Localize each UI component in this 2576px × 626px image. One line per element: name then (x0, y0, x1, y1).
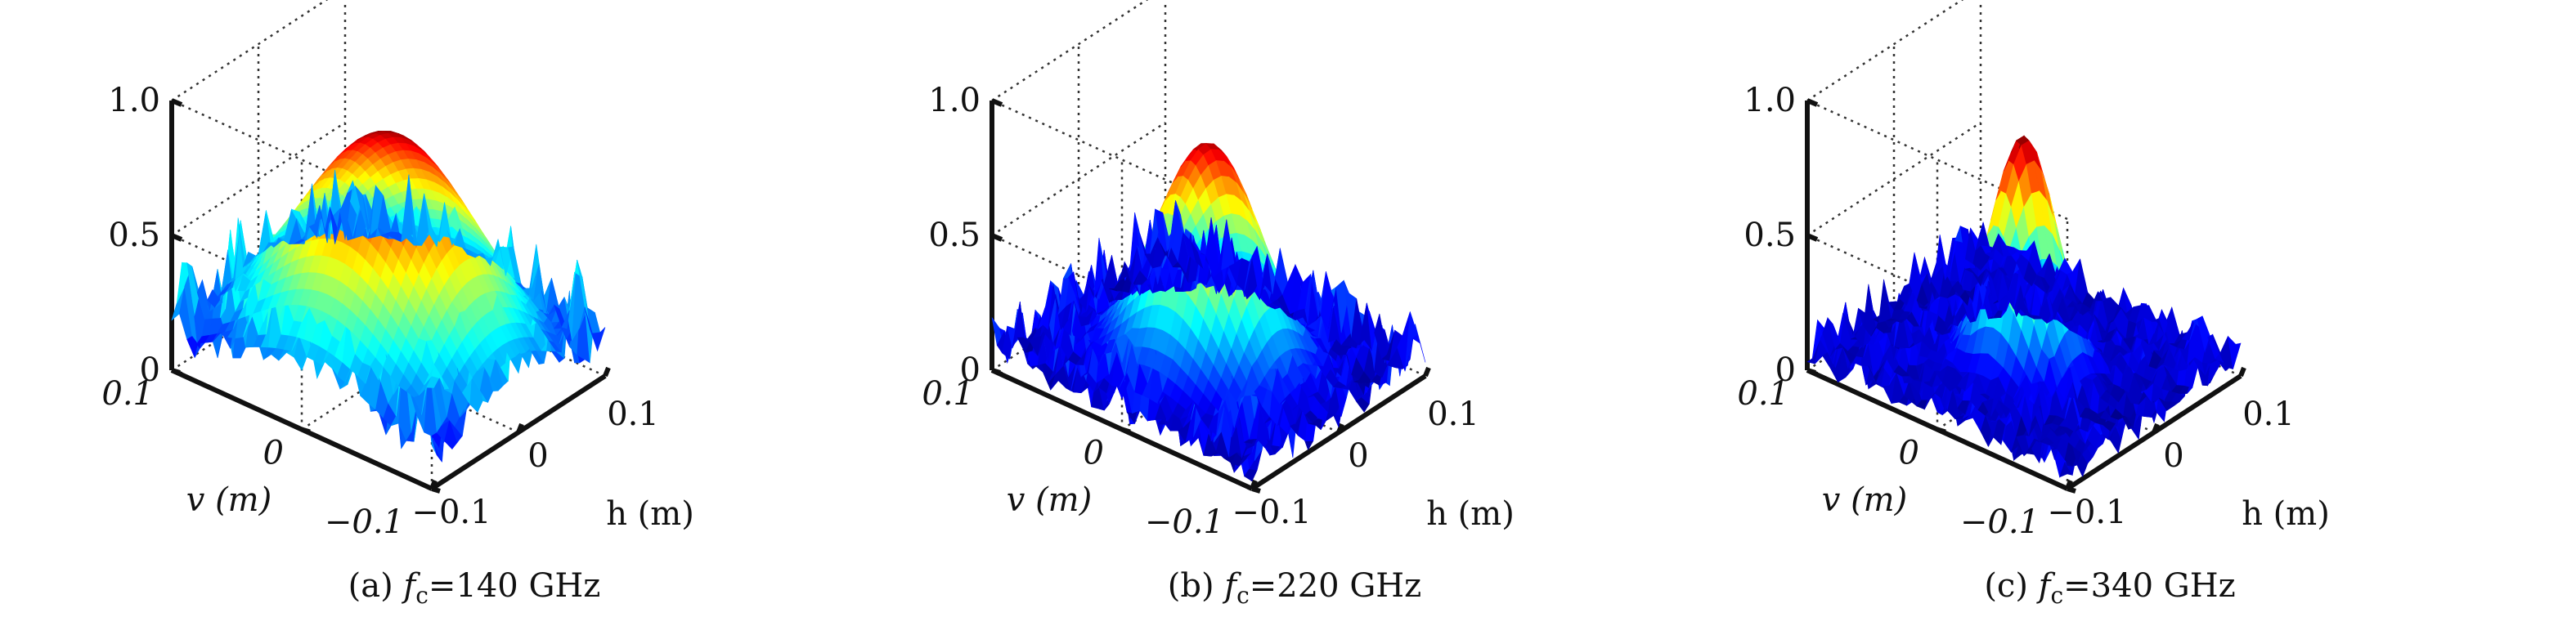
v-axis-label: v (m) (186, 481, 272, 519)
v-tick-label: 0.1 (922, 375, 974, 413)
v-axis-label: v (m) (1822, 481, 1907, 519)
panel-caption: (b) fc=220 GHz (1168, 567, 1422, 609)
h-tick-label: −0.1 (411, 494, 491, 531)
surface (1806, 135, 2242, 478)
v-tick-label: −0.1 (1960, 503, 2040, 541)
axes (169, 98, 611, 494)
surface-plot-3: 00.51.00.10−0.1 −0.100.1v (m) h (m)(c) fc=… (1737, 0, 2330, 609)
z-tick-label: 0.5 (1744, 217, 1796, 254)
z-tick-label: 0.5 (108, 217, 160, 254)
v-tick-label: −0.1 (1145, 503, 1224, 541)
z-tick-label: 0 (140, 351, 160, 389)
v-tick-label: 0.1 (101, 375, 154, 413)
v-tick-label: 0 (1899, 435, 1919, 472)
h-tick-label: 0 (1348, 437, 1368, 475)
v-axis-label: v (m) (1007, 481, 1092, 519)
z-tick-label: 1.0 (108, 82, 160, 119)
panel-caption: (c) fc=340 GHz (1984, 567, 2235, 609)
v-tick-label: 0.1 (1737, 375, 1789, 413)
z-tick-label: 0.5 (928, 217, 981, 254)
h-tick-label: 0 (527, 437, 548, 475)
z-tick-label: 1.0 (1744, 82, 1796, 119)
h-tick-label: 0 (2163, 437, 2183, 475)
h-tick-label: −0.1 (1232, 494, 1311, 531)
h-tick-label: 0.1 (1427, 396, 1479, 433)
surface (171, 131, 606, 463)
v-tick-label: −0.1 (325, 503, 404, 541)
h-axis-label: h (m) (606, 495, 694, 533)
z-tick-label: 0 (1775, 351, 1796, 389)
h-axis-label: h (m) (2242, 495, 2330, 533)
v-tick-label: 0 (1084, 435, 1104, 472)
z-tick-label: 0 (960, 351, 981, 389)
v-tick-label: 0 (263, 435, 284, 472)
h-tick-label: 0.1 (2242, 396, 2295, 433)
panel-caption: (a) fc=140 GHz (348, 567, 601, 609)
z-tick-label: 1.0 (928, 82, 981, 119)
h-tick-label: 0.1 (607, 396, 659, 433)
axes (1805, 98, 2246, 494)
h-tick-label: −0.1 (2047, 494, 2126, 531)
surface (991, 143, 1426, 482)
surface-plot-1: 00.51.00.10−0.1 −0.100.1v (m) h (m)(a) fc=… (101, 0, 694, 609)
h-axis-label: h (m) (1426, 495, 1515, 533)
surface-plot-2: 00.51.00.10−0.1 −0.100.1v (m) h (m)(b) fc=… (922, 0, 1515, 609)
axes (990, 98, 1431, 494)
